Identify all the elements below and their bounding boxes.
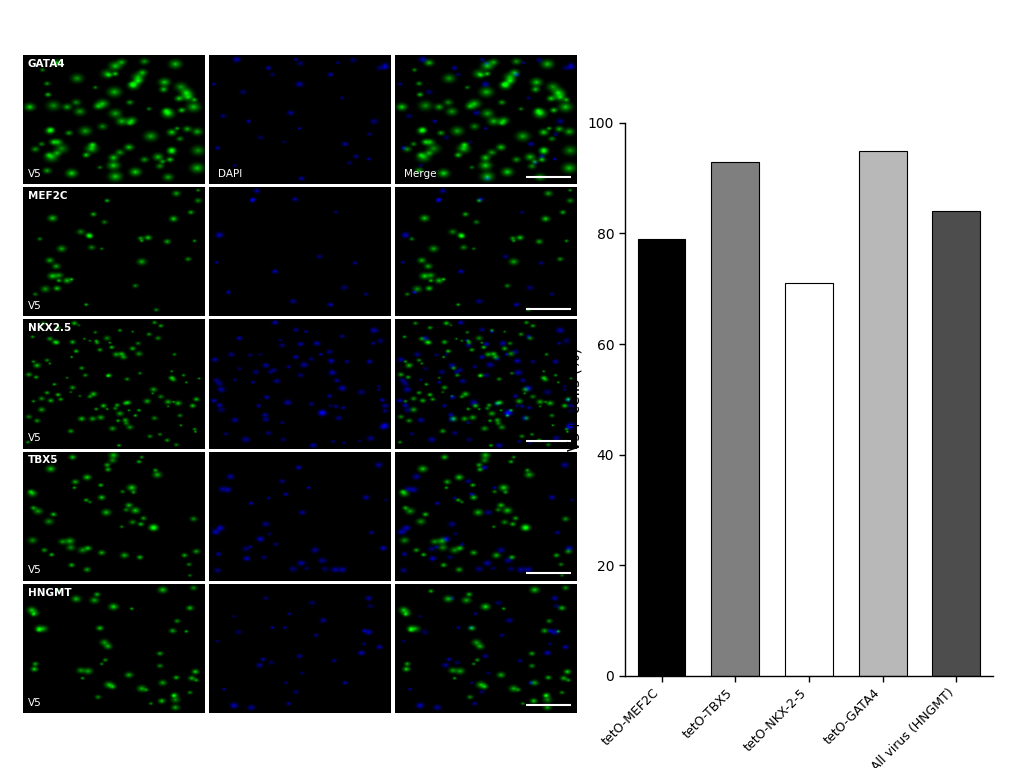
- Text: GATA4: GATA4: [28, 59, 66, 69]
- Text: V5: V5: [28, 697, 42, 707]
- Text: NKX2.5: NKX2.5: [28, 323, 72, 333]
- Text: TBX5: TBX5: [28, 455, 58, 465]
- Bar: [712, 161, 759, 676]
- Bar: [933, 211, 980, 676]
- Text: DAPI: DAPI: [218, 169, 242, 179]
- Text: V5: V5: [28, 301, 42, 311]
- Text: V5: V5: [28, 169, 42, 179]
- Y-axis label: V5+ cells (%): V5+ cells (%): [567, 348, 583, 451]
- Text: V5: V5: [28, 565, 42, 575]
- Text: MEF2C: MEF2C: [28, 191, 68, 201]
- Bar: [638, 239, 685, 676]
- Text: HNGMT: HNGMT: [28, 588, 72, 598]
- Bar: [859, 151, 906, 676]
- Text: Merge: Merge: [403, 169, 436, 179]
- Bar: [785, 283, 833, 676]
- Text: V5: V5: [28, 433, 42, 443]
